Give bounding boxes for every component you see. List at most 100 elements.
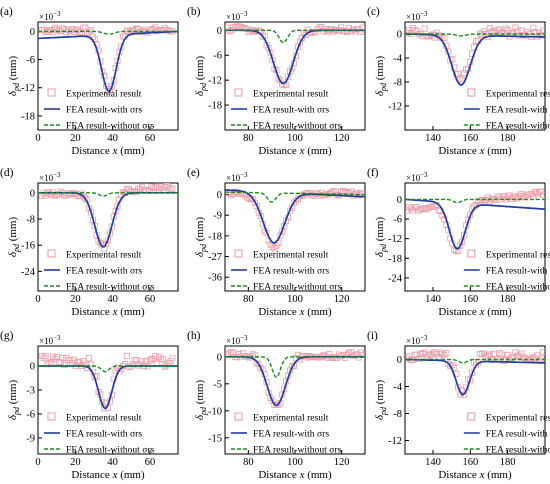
chart-panel: 80 100 120 0 -6 -12 -18 ×10−3 (b) Distance x (mm)… xyxy=(187,6,366,157)
y-tick-label: -6 xyxy=(26,410,35,421)
x-axis-label-var: x xyxy=(112,145,118,157)
y-axis-label-subscript: pd xyxy=(379,82,388,92)
experimental-point xyxy=(86,355,93,362)
experimental-point xyxy=(277,77,284,84)
panel-label: (b) xyxy=(187,6,201,18)
panel-label: (f) xyxy=(367,167,379,179)
experimental-point xyxy=(245,28,252,36)
y-tick-label: -24 xyxy=(388,273,403,284)
experimental-point xyxy=(441,351,448,358)
experimental-point xyxy=(316,24,323,31)
fea-without-rs-line xyxy=(38,30,178,35)
y-tick-label: -6 xyxy=(213,51,222,62)
experimental-point xyxy=(228,349,235,356)
chart-panel: 0 20 40 600-3-6-9×10−3(g)Distance x (mm)δpd… xyxy=(0,330,179,481)
y-tick-label: -12 xyxy=(388,436,402,447)
experimental-point xyxy=(433,350,440,358)
experimental-point xyxy=(540,348,545,355)
experimental-point xyxy=(343,28,351,36)
fea-with-rs-line xyxy=(225,189,365,244)
x-axis-label-var: x xyxy=(112,469,118,481)
legend-label: Experimental result xyxy=(253,250,329,261)
plot-area xyxy=(225,349,365,409)
legend-label: Experimental result xyxy=(66,413,142,424)
x-tick-label: 0 xyxy=(35,457,40,468)
y-axis-label-unit: (mm) xyxy=(7,56,19,84)
plot-area xyxy=(225,23,365,89)
x-axis-label-var: x xyxy=(479,469,485,481)
x-axis-label-unit: (mm) xyxy=(304,306,332,318)
y-axis-label-unit: (mm) xyxy=(194,56,206,84)
y-tick-label: -36 xyxy=(208,273,222,284)
experimental-point xyxy=(42,353,49,360)
y-tick-label: -18 xyxy=(388,254,402,265)
experimental-point xyxy=(165,184,172,191)
y-multiplier: ×10−3 xyxy=(226,10,248,22)
legend-marker xyxy=(467,412,476,421)
experimental-point xyxy=(445,361,452,368)
experimental-point xyxy=(421,205,428,212)
plot-area xyxy=(405,188,545,255)
x-axis-label-var: x xyxy=(299,306,305,318)
legend-label: FEA result-without σrs xyxy=(486,121,550,132)
legend-marker xyxy=(47,249,56,258)
y-axis-label: δpd (mm) xyxy=(7,217,21,258)
y-axis-label: δpd (mm) xyxy=(374,217,388,258)
experimental-point xyxy=(498,351,505,358)
y-multiplier: ×10−3 xyxy=(406,10,428,22)
x-tick-label: 160 xyxy=(462,133,478,144)
y-tick-label: -8 xyxy=(393,409,402,420)
experimental-point xyxy=(538,355,545,362)
experimental-point xyxy=(129,361,136,368)
legend-label: FEA result-without σrs xyxy=(253,121,342,132)
x-tick-label: 160 xyxy=(462,294,478,305)
experimental-point xyxy=(38,352,45,360)
legend-label: FEA result-with σrs xyxy=(253,429,329,440)
y-axis-label-unit: (mm) xyxy=(7,217,19,245)
x-axis-label-var: x xyxy=(299,145,305,157)
x-axis-label-unit: (mm) xyxy=(304,469,332,481)
experimental-point xyxy=(314,25,321,33)
y-axis-label-subscript: pd xyxy=(379,406,388,416)
y-axis-label-subscript: pd xyxy=(379,243,388,253)
y-axis-label-unit: (mm) xyxy=(374,217,386,245)
experimental-point xyxy=(159,355,166,362)
experimental-point xyxy=(415,207,422,214)
experimental-point xyxy=(409,207,416,214)
experimental-point xyxy=(312,29,319,36)
x-tick-label: 100 xyxy=(287,133,303,144)
experimental-point xyxy=(538,32,545,39)
experimental-point xyxy=(425,351,432,358)
experimental-point xyxy=(65,26,72,34)
y-tick-label: -9 xyxy=(26,434,35,445)
y-multiplier-exponent: −3 xyxy=(240,171,248,179)
legend-label: FEA result-with σrs xyxy=(486,266,550,277)
x-axis-label: Distance x (mm) xyxy=(258,469,332,481)
fea-with-rs-line xyxy=(38,30,178,93)
experimental-point xyxy=(457,75,464,82)
y-axis-label: δpd (mm) xyxy=(7,56,21,97)
x-axis-label-unit: (mm) xyxy=(117,469,145,481)
y-axis-label: δpd (mm) xyxy=(374,56,388,97)
y-tick-label: -27 xyxy=(208,252,222,263)
panel-label: (a) xyxy=(0,6,13,18)
experimental-point xyxy=(330,354,337,362)
experimental-point xyxy=(347,28,354,35)
plot-area xyxy=(225,188,365,252)
y-tick-label: -24 xyxy=(21,267,36,278)
fea-without-rs-line xyxy=(405,358,545,364)
experimental-point xyxy=(279,81,286,88)
experimental-point xyxy=(407,205,414,212)
x-axis-label-unit: (mm) xyxy=(117,306,145,318)
legend-label: FEA result-without σrs xyxy=(253,282,342,293)
x-axis-label-text: Distance xyxy=(438,469,479,481)
x-axis-label-unit: (mm) xyxy=(117,145,145,157)
experimental-point xyxy=(165,27,172,34)
x-tick-label: 140 xyxy=(425,457,441,468)
y-multiplier-exponent: −3 xyxy=(240,334,248,342)
experimental-point xyxy=(146,357,153,364)
legend-label: Experimental result xyxy=(486,413,550,424)
legend-marker xyxy=(234,412,243,421)
y-axis-label-symbol: δ xyxy=(374,251,386,257)
experimental-point xyxy=(341,354,349,361)
